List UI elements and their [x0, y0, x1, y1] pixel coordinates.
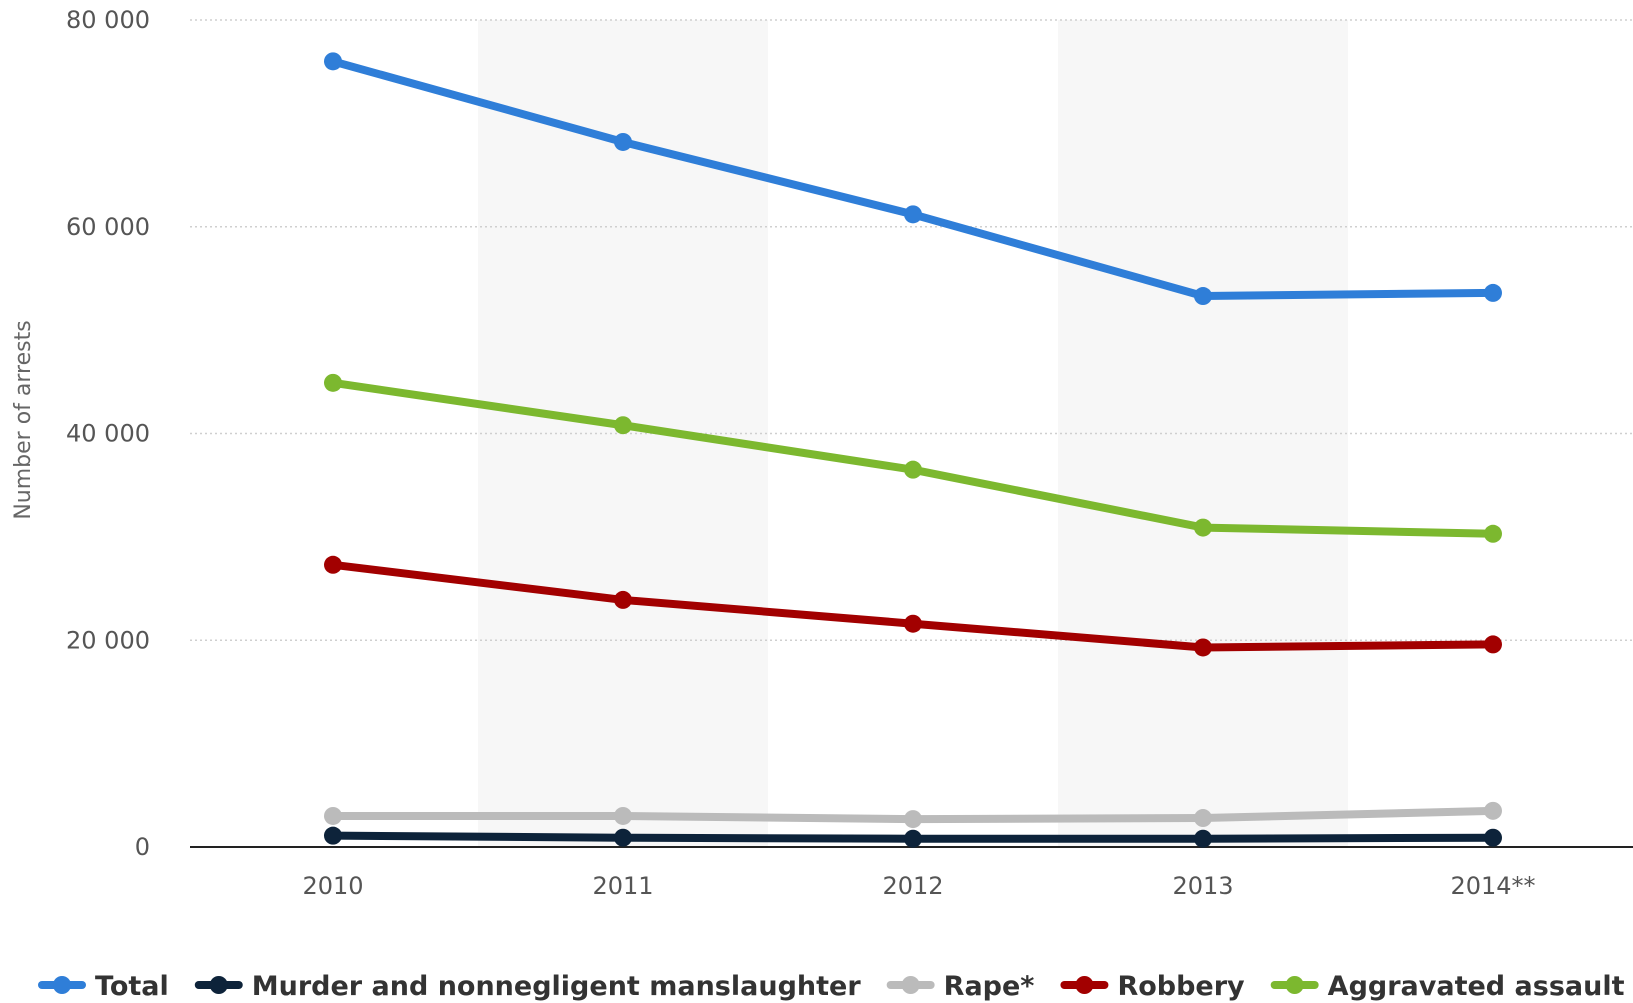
legend-label: Total [95, 971, 169, 1002]
y-tick-label: 60 000 [66, 213, 150, 241]
legend-item[interactable]: Rape* [886, 971, 1035, 1002]
data-point[interactable] [1484, 524, 1502, 543]
x-tick-label: 2012 [882, 872, 943, 900]
series-total [324, 52, 1502, 306]
series-lines [324, 52, 1502, 848]
data-point[interactable] [614, 806, 632, 825]
series-aggravated-assault [324, 373, 1502, 543]
data-point[interactable] [1194, 809, 1212, 828]
data-point[interactable] [904, 829, 922, 848]
legend-swatch-marker [53, 976, 71, 994]
legend-swatch-marker [1285, 976, 1304, 994]
data-point[interactable] [1484, 283, 1502, 302]
data-point[interactable] [1194, 287, 1212, 306]
series-robbery [324, 555, 1502, 657]
data-point[interactable] [614, 828, 632, 847]
legend[interactable]: Total Murder and nonnegligent manslaughte… [38, 971, 1625, 1002]
data-point[interactable] [324, 826, 342, 845]
series-rape [324, 801, 1502, 829]
y-tick-label: 0 [135, 833, 150, 861]
data-point[interactable] [324, 555, 342, 574]
x-tick-label: 2010 [302, 872, 363, 900]
data-point[interactable] [324, 52, 342, 71]
data-point[interactable] [1484, 828, 1502, 847]
legend-label: Rape* [944, 971, 1035, 1002]
data-point[interactable] [904, 614, 922, 633]
legend-item[interactable]: Total [38, 971, 169, 1002]
data-point[interactable] [614, 132, 632, 151]
legend-label: Murder and nonnegligent manslaughter [252, 971, 862, 1002]
x-tick-label: 2014** [1450, 872, 1535, 900]
x-axis-ticks: 2010 2011 2012 2013 2014** [302, 872, 1535, 900]
data-point[interactable] [904, 810, 922, 829]
y-tick-label: 80 000 [66, 6, 150, 34]
x-tick-label: 2011 [592, 872, 653, 900]
legend-item[interactable]: Aggravated assault [1270, 971, 1625, 1002]
data-point[interactable] [904, 460, 922, 479]
series-murder-and-nonnegligent-manslaughter [324, 826, 1502, 848]
legend-swatch-marker [901, 976, 920, 994]
data-point[interactable] [1194, 518, 1212, 537]
gridlines [190, 19, 1633, 848]
data-point[interactable] [1484, 635, 1502, 654]
y-axis-ticks: 0 20 000 40 000 60 000 80 000 [66, 6, 150, 861]
legend-item[interactable]: Murder and nonnegligent manslaughter [194, 971, 862, 1002]
y-tick-label: 40 000 [66, 420, 150, 448]
y-tick-label: 20 000 [66, 626, 150, 654]
legend-label: Aggravated assault [1328, 971, 1625, 1002]
data-point[interactable] [324, 806, 342, 825]
data-point[interactable] [904, 205, 922, 224]
data-point[interactable] [614, 416, 632, 435]
legend-swatch-marker [209, 976, 228, 994]
alternate-bands [478, 20, 1348, 847]
data-point[interactable] [1484, 801, 1502, 820]
data-point[interactable] [1194, 638, 1212, 657]
legend-swatch-marker [1075, 976, 1094, 994]
legend-item[interactable]: Robbery [1060, 971, 1245, 1002]
data-point[interactable] [324, 373, 342, 392]
y-axis-title: Number of arrests [11, 320, 36, 519]
x-tick-label: 2013 [1172, 872, 1233, 900]
data-point[interactable] [1194, 829, 1212, 848]
legend-label: Robbery [1117, 971, 1245, 1002]
data-point[interactable] [614, 590, 632, 609]
